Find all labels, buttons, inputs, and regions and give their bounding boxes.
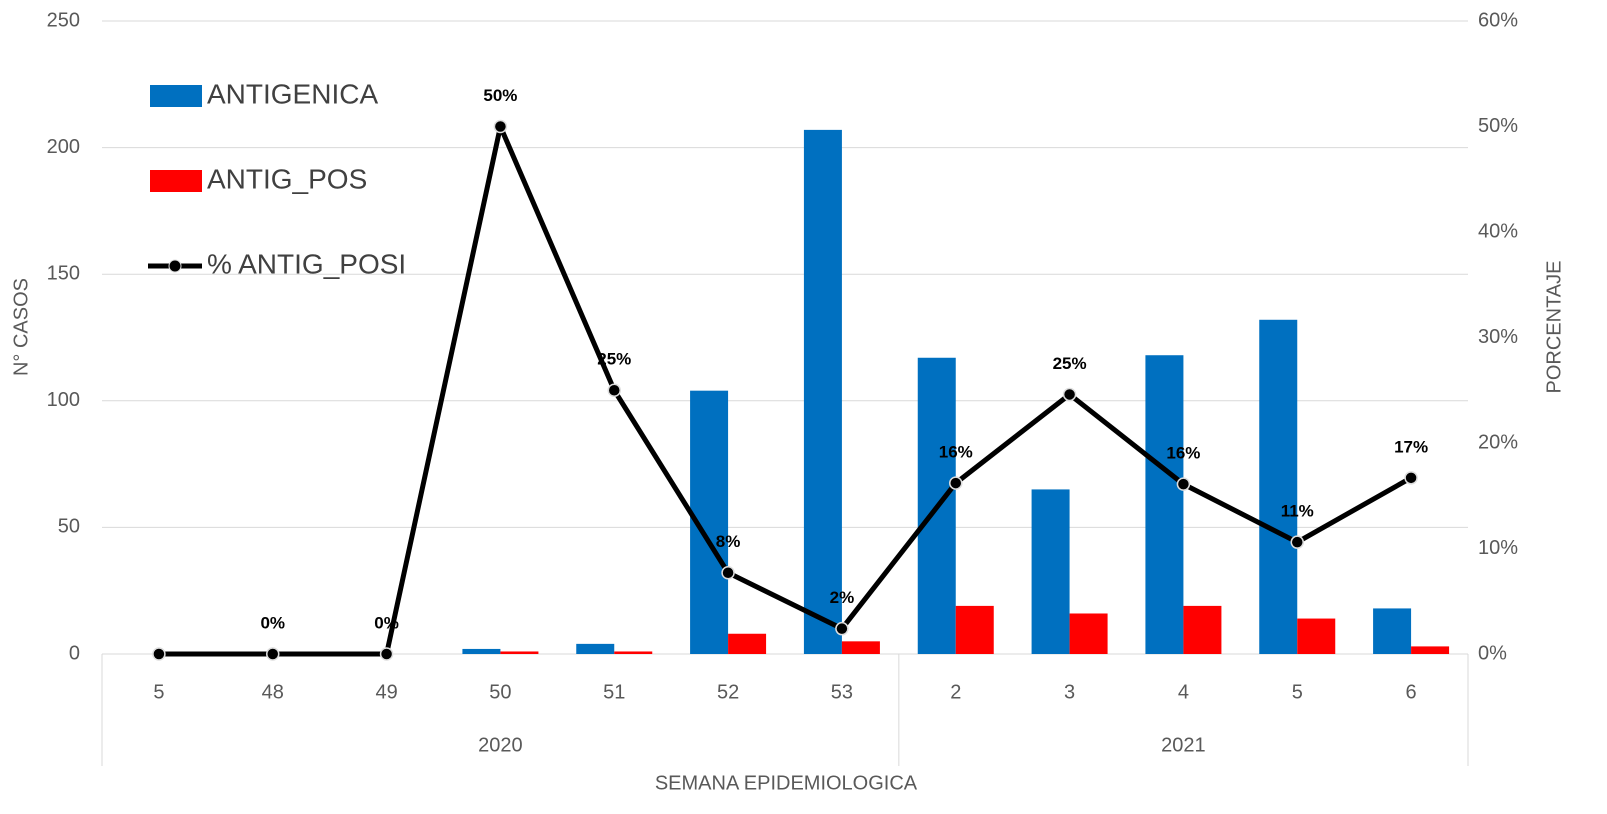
data-label: 25%	[1053, 354, 1087, 373]
legend-marker	[168, 259, 182, 273]
line-marker	[721, 566, 735, 580]
group-label: 2021	[1161, 734, 1206, 756]
bar	[841, 641, 880, 654]
data-label: 0%	[260, 613, 285, 632]
y-tick-label: 100	[47, 389, 80, 411]
bar	[1031, 489, 1070, 654]
legend-label: % ANTIG_POSI	[207, 248, 406, 279]
bar	[576, 643, 615, 654]
x-tick-label: 51	[603, 681, 625, 703]
bar	[1259, 319, 1298, 654]
line-marker	[1404, 471, 1418, 485]
line-marker	[379, 647, 394, 661]
bar	[614, 651, 653, 654]
y2-tick-label: 0%	[1478, 642, 1507, 664]
bar	[955, 605, 994, 654]
legend-label: ANTIGENICA	[207, 78, 378, 109]
x-tick-label: 52	[717, 681, 739, 703]
x-axis-title: SEMANA EPIDEMIOLOGICA	[655, 772, 918, 794]
x-tick-label: 5	[1292, 681, 1303, 703]
y2-tick-label: 40%	[1478, 220, 1518, 242]
x-tick-label: 6	[1406, 681, 1417, 703]
data-label: 2%	[830, 588, 855, 607]
y-tick-label: 150	[47, 262, 80, 284]
bar	[500, 651, 539, 654]
x-tick-label: 49	[375, 681, 397, 703]
y-tick-label: 200	[47, 136, 80, 158]
bar	[1145, 355, 1184, 654]
data-label: 50%	[483, 86, 517, 105]
line-marker	[1290, 535, 1304, 549]
line-marker	[835, 621, 849, 636]
data-label: 11%	[1281, 502, 1314, 521]
y2-tick-label: 30%	[1478, 326, 1518, 348]
line-marker	[266, 647, 280, 661]
group-label: 2020	[478, 734, 523, 756]
y2-tick-label: 60%	[1478, 9, 1518, 31]
legend-label: ANTIG_POS	[207, 163, 367, 194]
line-marker	[1176, 477, 1191, 491]
bar	[1297, 618, 1336, 654]
x-tick-label: 5	[153, 681, 164, 703]
y-tick-label: 0	[69, 642, 80, 664]
data-label: 16%	[1166, 444, 1200, 463]
line-marker	[1062, 387, 1077, 402]
line-marker	[949, 476, 963, 490]
bar	[462, 648, 501, 654]
bar	[1411, 646, 1450, 654]
y2-axis-title: PORCENTAJE	[1543, 261, 1565, 394]
bar	[1183, 605, 1222, 654]
bar	[1373, 608, 1412, 654]
data-label: 25%	[597, 350, 631, 369]
y2-tick-label: 10%	[1478, 537, 1518, 559]
bar	[728, 633, 767, 654]
line-marker	[152, 647, 166, 661]
bar	[1069, 613, 1108, 654]
line-marker	[607, 383, 621, 397]
x-tick-label: 3	[1064, 681, 1075, 703]
y-axis-title: N° CASOS	[10, 278, 32, 376]
data-label: 16%	[939, 443, 973, 462]
legend-swatch	[150, 170, 202, 192]
x-tick-label: 50	[489, 681, 511, 703]
line-marker	[493, 119, 508, 134]
y2-tick-label: 20%	[1478, 431, 1518, 453]
y-tick-label: 250	[47, 9, 80, 31]
y-tick-label: 50	[58, 516, 80, 538]
data-label: 8%	[716, 532, 741, 551]
x-tick-label: 4	[1178, 681, 1189, 703]
y2-tick-label: 50%	[1478, 115, 1518, 137]
line	[158, 124, 1413, 657]
data-label: 0%	[374, 613, 399, 632]
x-tick-label: 53	[831, 681, 853, 703]
x-tick-label: 2	[950, 681, 961, 703]
x-tick-label: 48	[262, 681, 284, 703]
legend-swatch	[150, 85, 202, 107]
data-label: 17%	[1394, 437, 1428, 456]
bar	[803, 129, 842, 655]
